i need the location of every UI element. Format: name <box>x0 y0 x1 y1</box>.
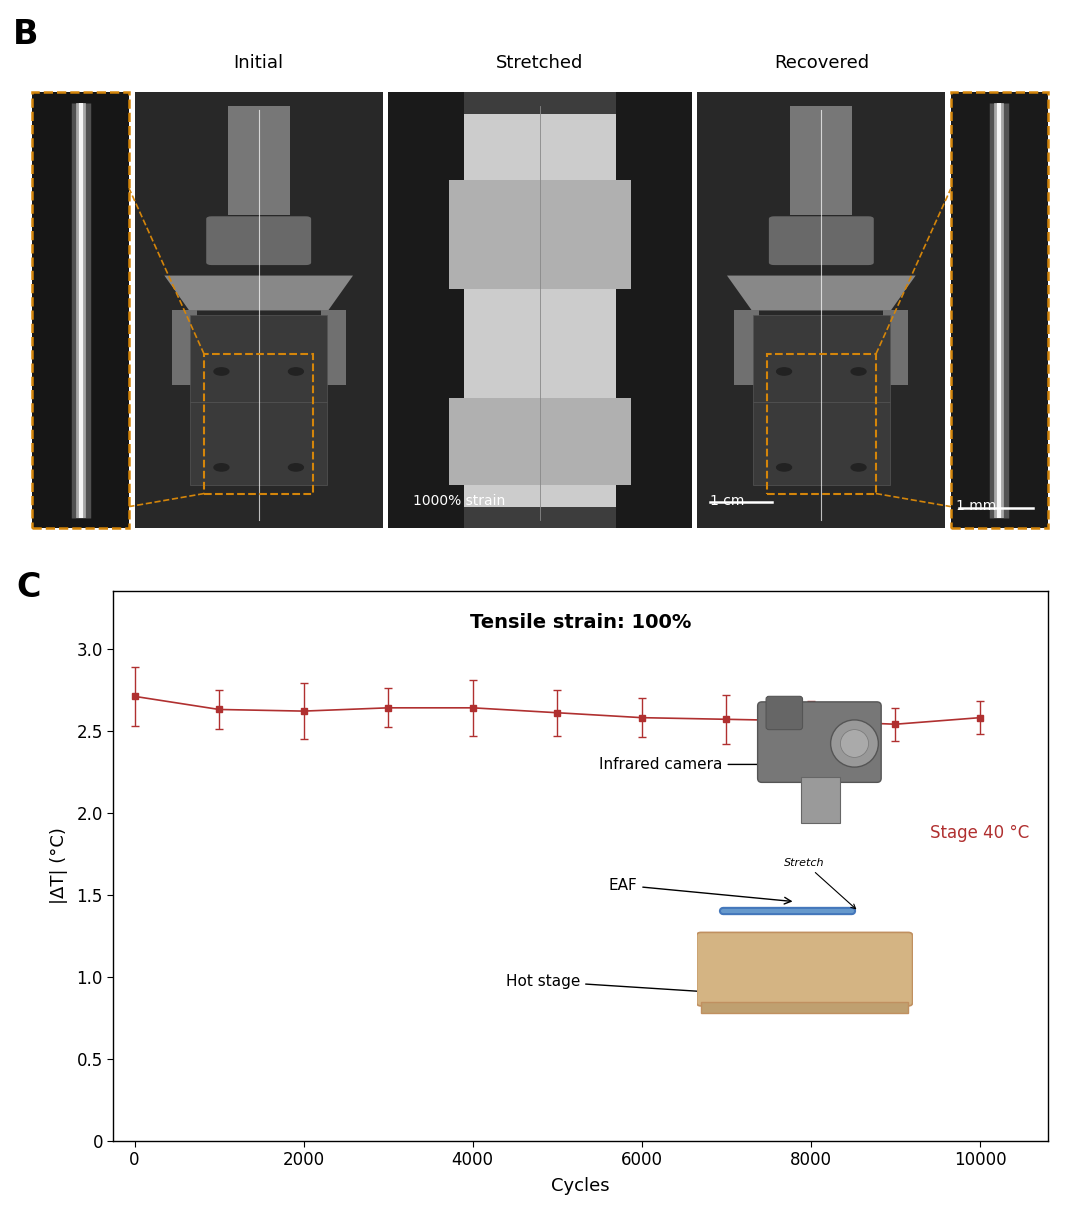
Bar <box>228 105 289 215</box>
Text: Tensile strain: 100%: Tensile strain: 100% <box>470 613 691 632</box>
Bar <box>190 402 327 485</box>
Bar <box>321 310 346 385</box>
Bar <box>204 354 313 494</box>
Bar <box>791 105 852 215</box>
Text: 1 mm: 1 mm <box>956 498 996 513</box>
Text: EAF: EAF <box>608 877 791 904</box>
Bar <box>464 115 616 507</box>
Polygon shape <box>164 275 353 310</box>
Circle shape <box>851 368 866 375</box>
Bar <box>951 93 1048 529</box>
Bar <box>951 93 1048 529</box>
Text: B: B <box>13 18 39 51</box>
Text: Hot stage: Hot stage <box>505 974 754 998</box>
Circle shape <box>840 729 868 758</box>
FancyBboxPatch shape <box>769 216 874 266</box>
Circle shape <box>288 463 303 471</box>
Bar <box>734 310 759 385</box>
Circle shape <box>777 368 792 375</box>
FancyBboxPatch shape <box>206 216 311 266</box>
Bar <box>767 354 876 494</box>
Polygon shape <box>701 1002 908 1013</box>
Text: 1000% strain: 1000% strain <box>413 494 504 508</box>
FancyBboxPatch shape <box>766 696 802 729</box>
Bar <box>32 93 129 529</box>
Circle shape <box>851 463 866 471</box>
Y-axis label: |ΔT| (°C): |ΔT| (°C) <box>51 828 68 904</box>
Bar <box>698 93 945 529</box>
Text: Stretch: Stretch <box>784 858 855 909</box>
Text: C: C <box>16 571 41 604</box>
Bar <box>753 402 890 485</box>
Text: 1 cm: 1 cm <box>710 494 744 508</box>
Bar <box>389 93 691 529</box>
Text: Stretched: Stretched <box>497 53 583 71</box>
Circle shape <box>214 463 229 471</box>
X-axis label: Cycles: Cycles <box>551 1177 610 1195</box>
Text: Recovered: Recovered <box>773 53 869 71</box>
Bar <box>135 93 382 529</box>
Text: Stage 40 °C: Stage 40 °C <box>930 824 1029 842</box>
Text: Infrared camera: Infrared camera <box>599 757 838 772</box>
Circle shape <box>831 719 878 768</box>
Bar <box>172 310 197 385</box>
Bar <box>449 397 631 485</box>
Circle shape <box>777 463 792 471</box>
Bar <box>389 93 464 529</box>
Bar <box>190 315 327 402</box>
Bar <box>801 777 840 823</box>
Bar <box>753 315 890 402</box>
Bar <box>32 93 129 529</box>
Polygon shape <box>727 275 916 310</box>
Bar <box>883 310 908 385</box>
Bar <box>616 93 691 529</box>
FancyBboxPatch shape <box>757 702 881 782</box>
Circle shape <box>288 368 303 375</box>
Bar <box>449 180 631 288</box>
FancyBboxPatch shape <box>697 933 913 1005</box>
Text: Initial: Initial <box>233 53 284 71</box>
Circle shape <box>214 368 229 375</box>
